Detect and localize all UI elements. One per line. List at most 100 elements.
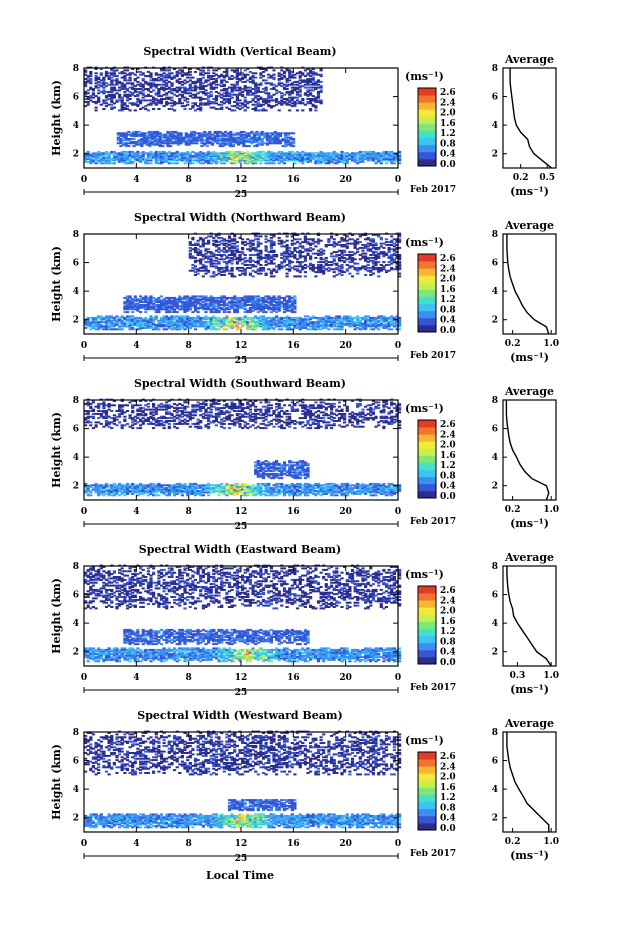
heatmap-cell bbox=[254, 82, 258, 85]
heatmap-cell bbox=[379, 319, 383, 322]
heatmap-cell bbox=[220, 274, 224, 276]
heatmap-cell bbox=[207, 306, 211, 309]
heatmap-cell bbox=[169, 145, 173, 148]
heatmap-cell bbox=[392, 325, 396, 328]
heatmap-cell bbox=[199, 72, 203, 75]
heatmap-cell bbox=[272, 309, 276, 312]
heatmap-cell bbox=[364, 324, 368, 326]
heatmap-cell bbox=[275, 316, 279, 319]
heatmap-cell bbox=[379, 162, 383, 165]
heatmap-cell bbox=[222, 309, 226, 312]
heatmap-cell bbox=[188, 324, 192, 326]
heatmap-cell bbox=[193, 80, 198, 83]
heatmap-cell bbox=[282, 305, 287, 308]
heatmap-cell bbox=[165, 324, 169, 326]
heatmap-cell bbox=[256, 272, 260, 275]
heatmap-cell bbox=[136, 99, 140, 102]
heatmap-cell bbox=[371, 241, 375, 244]
heatmap-cell bbox=[272, 83, 276, 86]
heatmap-cell bbox=[207, 256, 211, 259]
heatmap-cell bbox=[217, 92, 221, 95]
heatmap-cell bbox=[89, 82, 93, 85]
heatmap-cell bbox=[127, 133, 131, 136]
heatmap-cell bbox=[258, 138, 262, 140]
heatmap-cell bbox=[154, 162, 158, 165]
heatmap-cell bbox=[280, 96, 284, 99]
heatmap-cell bbox=[118, 152, 122, 155]
heatmap-cell bbox=[295, 258, 300, 261]
heatmap-cell bbox=[265, 136, 270, 139]
heatmap-cell bbox=[97, 325, 101, 328]
heatmap-cell bbox=[204, 321, 208, 324]
heatmap-cell bbox=[229, 139, 233, 142]
heatmap-cell bbox=[184, 132, 188, 135]
heatmap-cell bbox=[186, 302, 190, 305]
heatmap-cell bbox=[154, 308, 158, 311]
heatmap-cell bbox=[348, 316, 352, 319]
heatmap-cell bbox=[261, 318, 266, 321]
heatmap-cell bbox=[306, 319, 310, 322]
heatmap-cell bbox=[259, 103, 263, 106]
heatmap-cell bbox=[246, 316, 250, 319]
heatmap-cell bbox=[254, 304, 258, 306]
heatmap-cell bbox=[191, 318, 195, 321]
heatmap-cell bbox=[259, 268, 263, 271]
heatmap-cell bbox=[175, 86, 179, 89]
heatmap-cell bbox=[144, 95, 148, 98]
heatmap-cell bbox=[193, 102, 198, 105]
heatmap-cell bbox=[327, 159, 331, 162]
heatmap-cell bbox=[158, 135, 162, 138]
heatmap-cell bbox=[256, 98, 260, 100]
heatmap-cell bbox=[128, 82, 132, 85]
heatmap-cell bbox=[197, 139, 201, 142]
heatmap-cell bbox=[173, 103, 177, 106]
heatmap-cell bbox=[116, 142, 120, 145]
heatmap-cell bbox=[154, 325, 158, 328]
heatmap-cell bbox=[290, 96, 294, 99]
heatmap-cell bbox=[280, 322, 284, 325]
heatmap-cell bbox=[119, 142, 123, 145]
heatmap-cell bbox=[140, 132, 144, 135]
heatmap-cell bbox=[89, 153, 93, 156]
heatmap-cell bbox=[345, 246, 349, 249]
heatmap-cell bbox=[220, 326, 224, 329]
heatmap-cell bbox=[159, 88, 164, 90]
heatmap-cell bbox=[104, 319, 109, 322]
heatmap-cell bbox=[235, 96, 239, 99]
heatmap-cell bbox=[136, 156, 140, 159]
heatmap-cell bbox=[316, 269, 321, 272]
heatmap-cell bbox=[282, 159, 287, 162]
heatmap-cell bbox=[184, 140, 188, 143]
heatmap-cell bbox=[369, 156, 373, 159]
heatmap-cell bbox=[158, 136, 162, 139]
heatmap-cell bbox=[282, 311, 287, 314]
heatmap-cell bbox=[243, 76, 247, 79]
heatmap-cell bbox=[343, 259, 347, 262]
heatmap-cell bbox=[222, 299, 226, 302]
heatmap-cell bbox=[173, 298, 177, 301]
heatmap-cell bbox=[212, 160, 216, 163]
heatmap-cell bbox=[316, 160, 321, 163]
heatmap-cell bbox=[159, 308, 164, 311]
heatmap-cell bbox=[220, 299, 224, 302]
heatmap-cell bbox=[361, 252, 365, 255]
heatmap-cell bbox=[251, 92, 255, 95]
heatmap-cell bbox=[267, 99, 271, 102]
heatmap-cell bbox=[233, 316, 237, 319]
heatmap-cell bbox=[332, 328, 336, 331]
heatmap-cell bbox=[268, 142, 272, 145]
heatmap-cell bbox=[124, 132, 128, 135]
heatmap-cell bbox=[112, 150, 116, 153]
heatmap-cell bbox=[251, 76, 255, 79]
heatmap-cell bbox=[227, 318, 232, 321]
heatmap-cell bbox=[260, 133, 264, 136]
heatmap-cell bbox=[128, 155, 132, 158]
heatmap-cell bbox=[141, 325, 145, 328]
heatmap-cell bbox=[259, 269, 263, 272]
heatmap-cell bbox=[125, 69, 130, 72]
heatmap-cell bbox=[157, 306, 161, 309]
colorbar-unit: (ms⁻¹) bbox=[405, 70, 444, 83]
heatmap-cell bbox=[214, 249, 218, 252]
heatmap-cell bbox=[167, 86, 171, 89]
heatmap-cell bbox=[125, 295, 130, 298]
